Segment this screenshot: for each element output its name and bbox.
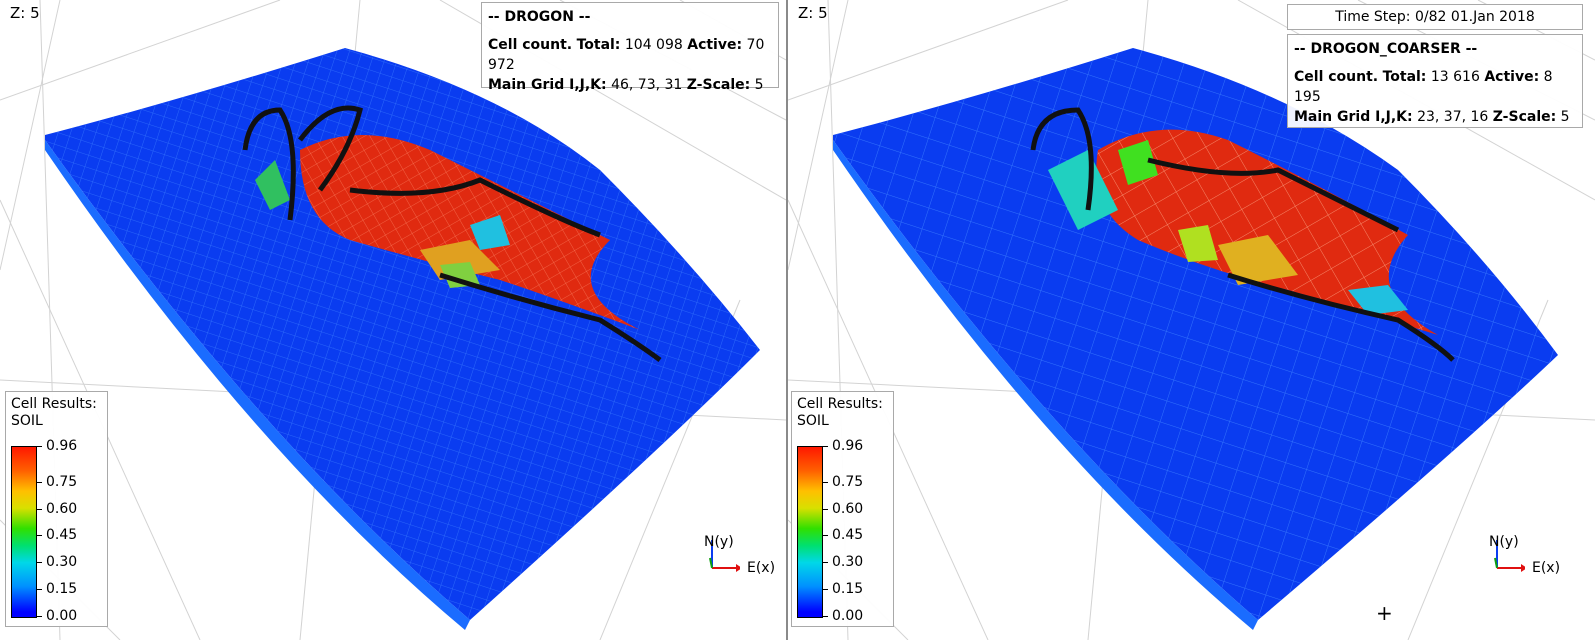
legend-tick-label: 0.75: [832, 474, 864, 490]
north-axis-label: N(y): [1489, 534, 1519, 550]
legend-tick-label: 0.00: [832, 608, 864, 624]
main-grid-line: Main Grid I,J,K: 23, 37, 16 Z-Scale: 5: [1294, 109, 1570, 125]
z-label: Z: 5: [798, 4, 828, 22]
view-divider[interactable]: [786, 0, 788, 640]
legend-tick-label: 0.96: [46, 438, 78, 454]
axis-cross: N(y) E(x): [700, 532, 780, 582]
legend-color-bar: [797, 446, 823, 618]
case-title: -- DROGON_COARSER --: [1294, 41, 1478, 57]
cell-count-line: Cell count. Total: 104 098 Active: 70 97…: [488, 37, 765, 73]
legend-color-bar: [11, 446, 37, 618]
east-axis-label: E(x): [1532, 560, 1561, 576]
fault-lines-left: [242, 105, 662, 363]
viewport-right[interactable]: Z: 5 Time Step: 0/82 01.Jan 2018 -- DROG…: [788, 0, 1595, 640]
legend-tick-label: 0.30: [832, 554, 864, 570]
case-title: -- DROGON --: [488, 9, 591, 25]
legend-title: Cell Results: SOIL: [11, 396, 97, 429]
z-label: Z: 5: [10, 4, 40, 22]
legend-tick-label: 0.60: [832, 501, 864, 517]
axis-cross: N(y) E(x): [1485, 532, 1565, 582]
east-axis-label: E(x): [747, 560, 776, 576]
3d-scene-right[interactable]: [788, 0, 1595, 640]
legend-tick-label: 0.60: [46, 501, 78, 517]
legend-tick-label: 0.45: [46, 527, 78, 543]
legend-tick-label: 0.45: [832, 527, 864, 543]
legend-tick-label: 0.15: [46, 581, 78, 597]
main-grid-line: Main Grid I,J,K: 46, 73, 31 Z-Scale: 5: [488, 77, 764, 93]
legend-tick-label: 0.00: [46, 608, 78, 624]
legend-tick-label: 0.75: [46, 474, 78, 490]
legend-tick-label: 0.15: [832, 581, 864, 597]
legend-title: Cell Results: SOIL: [797, 396, 883, 429]
time-step-box: Time Step: 0/82 01.Jan 2018: [1287, 4, 1583, 30]
info-box: -- DROGON_COARSER -- Cell count. Total: …: [1287, 34, 1583, 128]
axis-arrows-icon: [709, 540, 740, 572]
viewport-left[interactable]: Z: 5 -- DROGON -- Cell count. Total: 104…: [0, 0, 786, 640]
north-axis-label: N(y): [704, 534, 734, 550]
legend-tick-label: 0.96: [832, 438, 864, 454]
crosshair-cursor-icon: +: [1376, 601, 1393, 625]
cell-count-line: Cell count. Total: 13 616 Active: 8 195: [1294, 69, 1553, 105]
legend-tick-label: 0.30: [46, 554, 78, 570]
fault-lines-right: [1030, 107, 1455, 362]
color-legend[interactable]: Cell Results: SOIL 0.96 0.75 0.60 0.45 0.…: [5, 391, 108, 627]
3d-scene-left[interactable]: [0, 0, 786, 640]
axis-arrows-icon: [1494, 540, 1525, 572]
info-box: -- DROGON -- Cell count. Total: 104 098 …: [481, 2, 779, 93]
color-legend[interactable]: Cell Results: SOIL 0.96 0.75 0.60 0.45 0.…: [791, 391, 894, 627]
